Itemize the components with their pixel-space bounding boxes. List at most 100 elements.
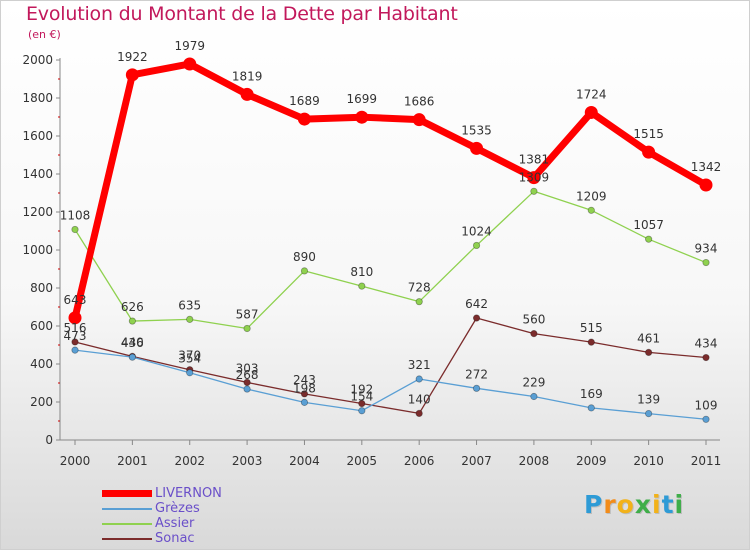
data-point-assier (71, 225, 79, 234)
logo-letter: t (661, 490, 675, 519)
data-label-sonac: 140 (408, 392, 431, 406)
data-label-livernon: 1699 (347, 92, 378, 106)
logo-letter: P (584, 490, 604, 519)
series-line-livernon (71, 60, 708, 319)
data-label-livernon: 1381 (519, 153, 550, 167)
data-label-assier: 1209 (576, 189, 607, 203)
data-label-assier: 1057 (633, 218, 664, 232)
data-label-assier: 626 (121, 300, 144, 314)
data-label-livernon: 1686 (404, 95, 435, 109)
series-line-grezes (74, 349, 707, 420)
y-tick-label: 1800 (22, 91, 53, 105)
series-line-sonac (74, 317, 707, 415)
data-point-sonac (472, 314, 481, 322)
data-point-grezes (415, 375, 423, 383)
data-point-assier (530, 187, 538, 195)
data-label-livernon: 1535 (461, 123, 492, 137)
y-tick-label: 1200 (22, 205, 53, 219)
data-label-livernon: 1342 (691, 160, 722, 174)
data-label-assier: 934 (695, 242, 718, 256)
legend-label-sonac: Sonac (155, 531, 195, 546)
data-label-grezes: 354 (178, 352, 201, 366)
legend-label-assier: Assier (155, 516, 195, 531)
data-point-livernon (240, 87, 254, 101)
logo-letter: o (616, 490, 635, 519)
data-point-livernon (355, 110, 369, 124)
data-label-sonac: 560 (522, 313, 545, 327)
y-tick-label: 1000 (22, 243, 53, 257)
y-tick-label: 1400 (22, 167, 53, 181)
data-label-sonac: 370 (178, 349, 201, 363)
data-label-grezes: 109 (695, 398, 718, 412)
data-label-assier: 810 (350, 265, 373, 279)
y-tick-label: 2000 (22, 53, 53, 67)
data-point-sonac (587, 338, 595, 346)
data-label-assier: 1108 (60, 208, 91, 222)
data-label-livernon: 643 (64, 293, 87, 307)
data-label-sonac: 243 (293, 373, 316, 387)
data-point-livernon (412, 113, 426, 127)
chart-title: Evolution du Montant de la Dette par Hab… (26, 3, 458, 25)
data-point-livernon (183, 57, 197, 71)
data-point-grezes (530, 392, 538, 401)
data-label-grezes: 272 (465, 367, 488, 381)
data-point-assier (358, 282, 366, 290)
data-point-assier (415, 298, 423, 306)
legend-label-livernon: LIVERNON (155, 486, 222, 501)
legend-item-grezes: Grèzes (102, 501, 222, 516)
data-point-assier (243, 324, 251, 333)
data-point-grezes (702, 415, 710, 423)
legend-label-grezes: Grèzes (155, 501, 200, 516)
x-tick-label: 2006 (404, 454, 435, 468)
legend-swatch-grezes (102, 507, 152, 510)
data-point-grezes (186, 369, 194, 377)
y-tick-label: 400 (30, 357, 53, 371)
data-point-assier (587, 206, 595, 214)
y-tick-label: 200 (30, 395, 53, 409)
data-point-livernon (297, 112, 311, 126)
logo-letter: i (674, 490, 685, 519)
y-tick-label: 800 (30, 281, 53, 295)
data-label-grezes: 139 (637, 393, 660, 407)
x-tick-label: 2010 (633, 454, 664, 468)
x-tick-label: 2008 (519, 454, 550, 468)
data-label-livernon: 1922 (117, 50, 148, 64)
legend-item-assier: Assier (102, 516, 222, 531)
data-point-sonac (243, 378, 251, 387)
data-point-assier (300, 267, 309, 275)
data-point-sonac (358, 399, 366, 408)
data-label-sonac: 434 (695, 337, 718, 351)
data-point-sonac (702, 353, 710, 362)
data-label-assier: 728 (408, 281, 431, 295)
data-label-grezes: 154 (350, 390, 373, 404)
legend-item-sonac: Sonac (102, 531, 222, 546)
data-point-sonac (645, 348, 653, 357)
data-point-assier (702, 258, 710, 267)
y-tick-label: 1600 (22, 129, 53, 143)
data-point-grezes (71, 346, 79, 354)
data-label-assier: 1024 (461, 224, 492, 238)
data-point-grezes (587, 404, 595, 412)
data-label-sonac: 440 (121, 335, 144, 349)
data-point-sonac (415, 409, 423, 417)
data-label-assier: 890 (293, 250, 316, 264)
data-label-livernon: 1724 (576, 87, 607, 101)
data-label-sonac: 303 (236, 361, 259, 375)
chart-legend: LIVERNON Grèzes Assier Sonac (102, 486, 222, 546)
data-label-grezes: 321 (408, 358, 431, 372)
data-point-grezes (243, 385, 251, 393)
data-point-livernon (125, 68, 139, 82)
logo-letter: x (634, 490, 652, 519)
data-point-assier (186, 315, 194, 323)
x-tick-label: 2005 (347, 454, 378, 468)
data-point-sonac (71, 338, 79, 346)
data-point-assier (128, 317, 136, 325)
x-tick-label: 2001 (117, 454, 148, 468)
data-label-grezes: 436 (121, 336, 144, 350)
x-tick-label: 2011 (691, 454, 722, 468)
data-label-sonac: 642 (465, 297, 488, 311)
data-label-livernon: 1689 (289, 94, 320, 108)
data-point-livernon (527, 171, 541, 185)
series-line-assier (74, 190, 707, 330)
data-point-livernon (584, 105, 598, 119)
